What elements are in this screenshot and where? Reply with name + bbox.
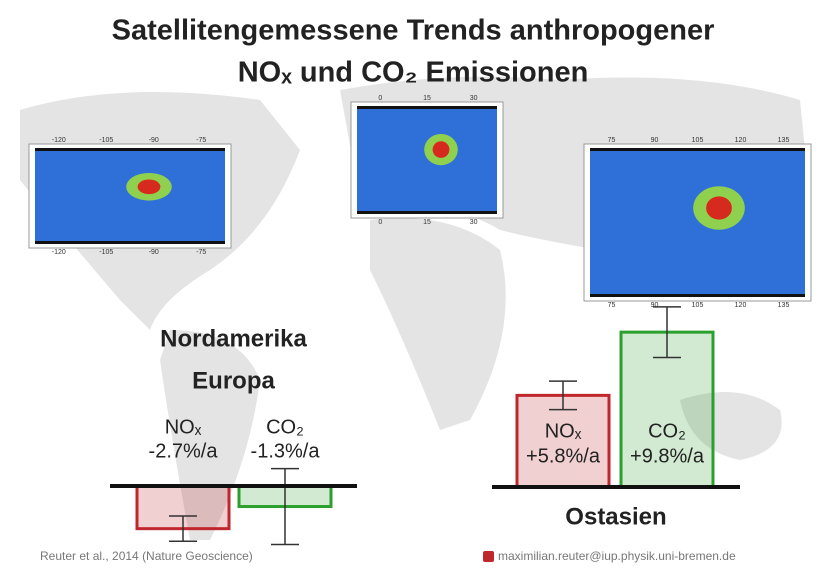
map-edge <box>35 148 225 151</box>
map-tick-label: 105 <box>692 137 704 144</box>
map-image <box>35 150 225 242</box>
map-tick-label: -105 <box>99 249 113 256</box>
value-label: +9.8%/a <box>630 445 705 467</box>
chart-title: Ostasien <box>565 503 666 530</box>
map-tick-label: -75 <box>196 249 206 256</box>
map-tick-label: -75 <box>196 137 206 144</box>
email: maximilian.reuter@iup.physik.uni-bremen.… <box>498 549 736 563</box>
category-label: NOₓ <box>545 420 582 442</box>
university-logo <box>483 551 494 562</box>
value-label: +5.8%/a <box>526 445 601 467</box>
map-image <box>590 150 805 295</box>
map-hotspot <box>433 141 450 158</box>
map-edge <box>35 241 225 244</box>
map-tick-label: -120 <box>52 137 66 144</box>
map-tick-label: 30 <box>470 219 478 226</box>
map-edge <box>357 106 497 109</box>
map-tick-label: 90 <box>651 137 659 144</box>
category-label: CO₂ <box>266 416 304 438</box>
map-tick-label: 15 <box>423 219 431 226</box>
map-tick-label: 120 <box>735 302 747 309</box>
chart-title: Nordamerika <box>160 325 307 352</box>
map-tick-label: -105 <box>99 137 113 144</box>
map-hotspot <box>138 179 161 194</box>
chart-title: Europa <box>192 367 275 394</box>
map-tick-label: 75 <box>608 302 616 309</box>
value-label: -2.7%/a <box>149 440 219 462</box>
category-label: CO₂ <box>648 420 686 442</box>
map-tick-label: 90 <box>651 302 659 309</box>
map-tick-label: 105 <box>692 302 704 309</box>
map-tick-label: 30 <box>470 95 478 102</box>
citation: Reuter et al., 2014 (Nature Geoscience) <box>40 549 253 563</box>
map-tick-label: 75 <box>608 137 616 144</box>
map-tick-label: 15 <box>423 95 431 102</box>
slide: Satellitengemessene Trends anthropogener… <box>0 0 827 568</box>
map-tick-label: -120 <box>52 249 66 256</box>
value-label: -1.3%/a <box>251 440 321 462</box>
map-image <box>357 108 497 212</box>
category-label: NOₓ <box>165 416 202 438</box>
map-tick-label: 120 <box>735 137 747 144</box>
map-edge <box>357 211 497 214</box>
map-tick-label: 135 <box>778 137 790 144</box>
title-line: Satellitengemessene Trends anthropogener <box>112 15 715 47</box>
map-edge <box>590 148 805 151</box>
map-hotspot <box>706 196 732 219</box>
map-tick-label: -90 <box>149 137 159 144</box>
map-tick-label: 0 <box>378 219 382 226</box>
map-tick-label: 0 <box>378 95 382 102</box>
title-line: NOₓ und CO₂ Emissionen <box>238 57 589 89</box>
map-edge <box>590 294 805 297</box>
map-tick-label: 135 <box>778 302 790 309</box>
map-tick-label: -90 <box>149 249 159 256</box>
